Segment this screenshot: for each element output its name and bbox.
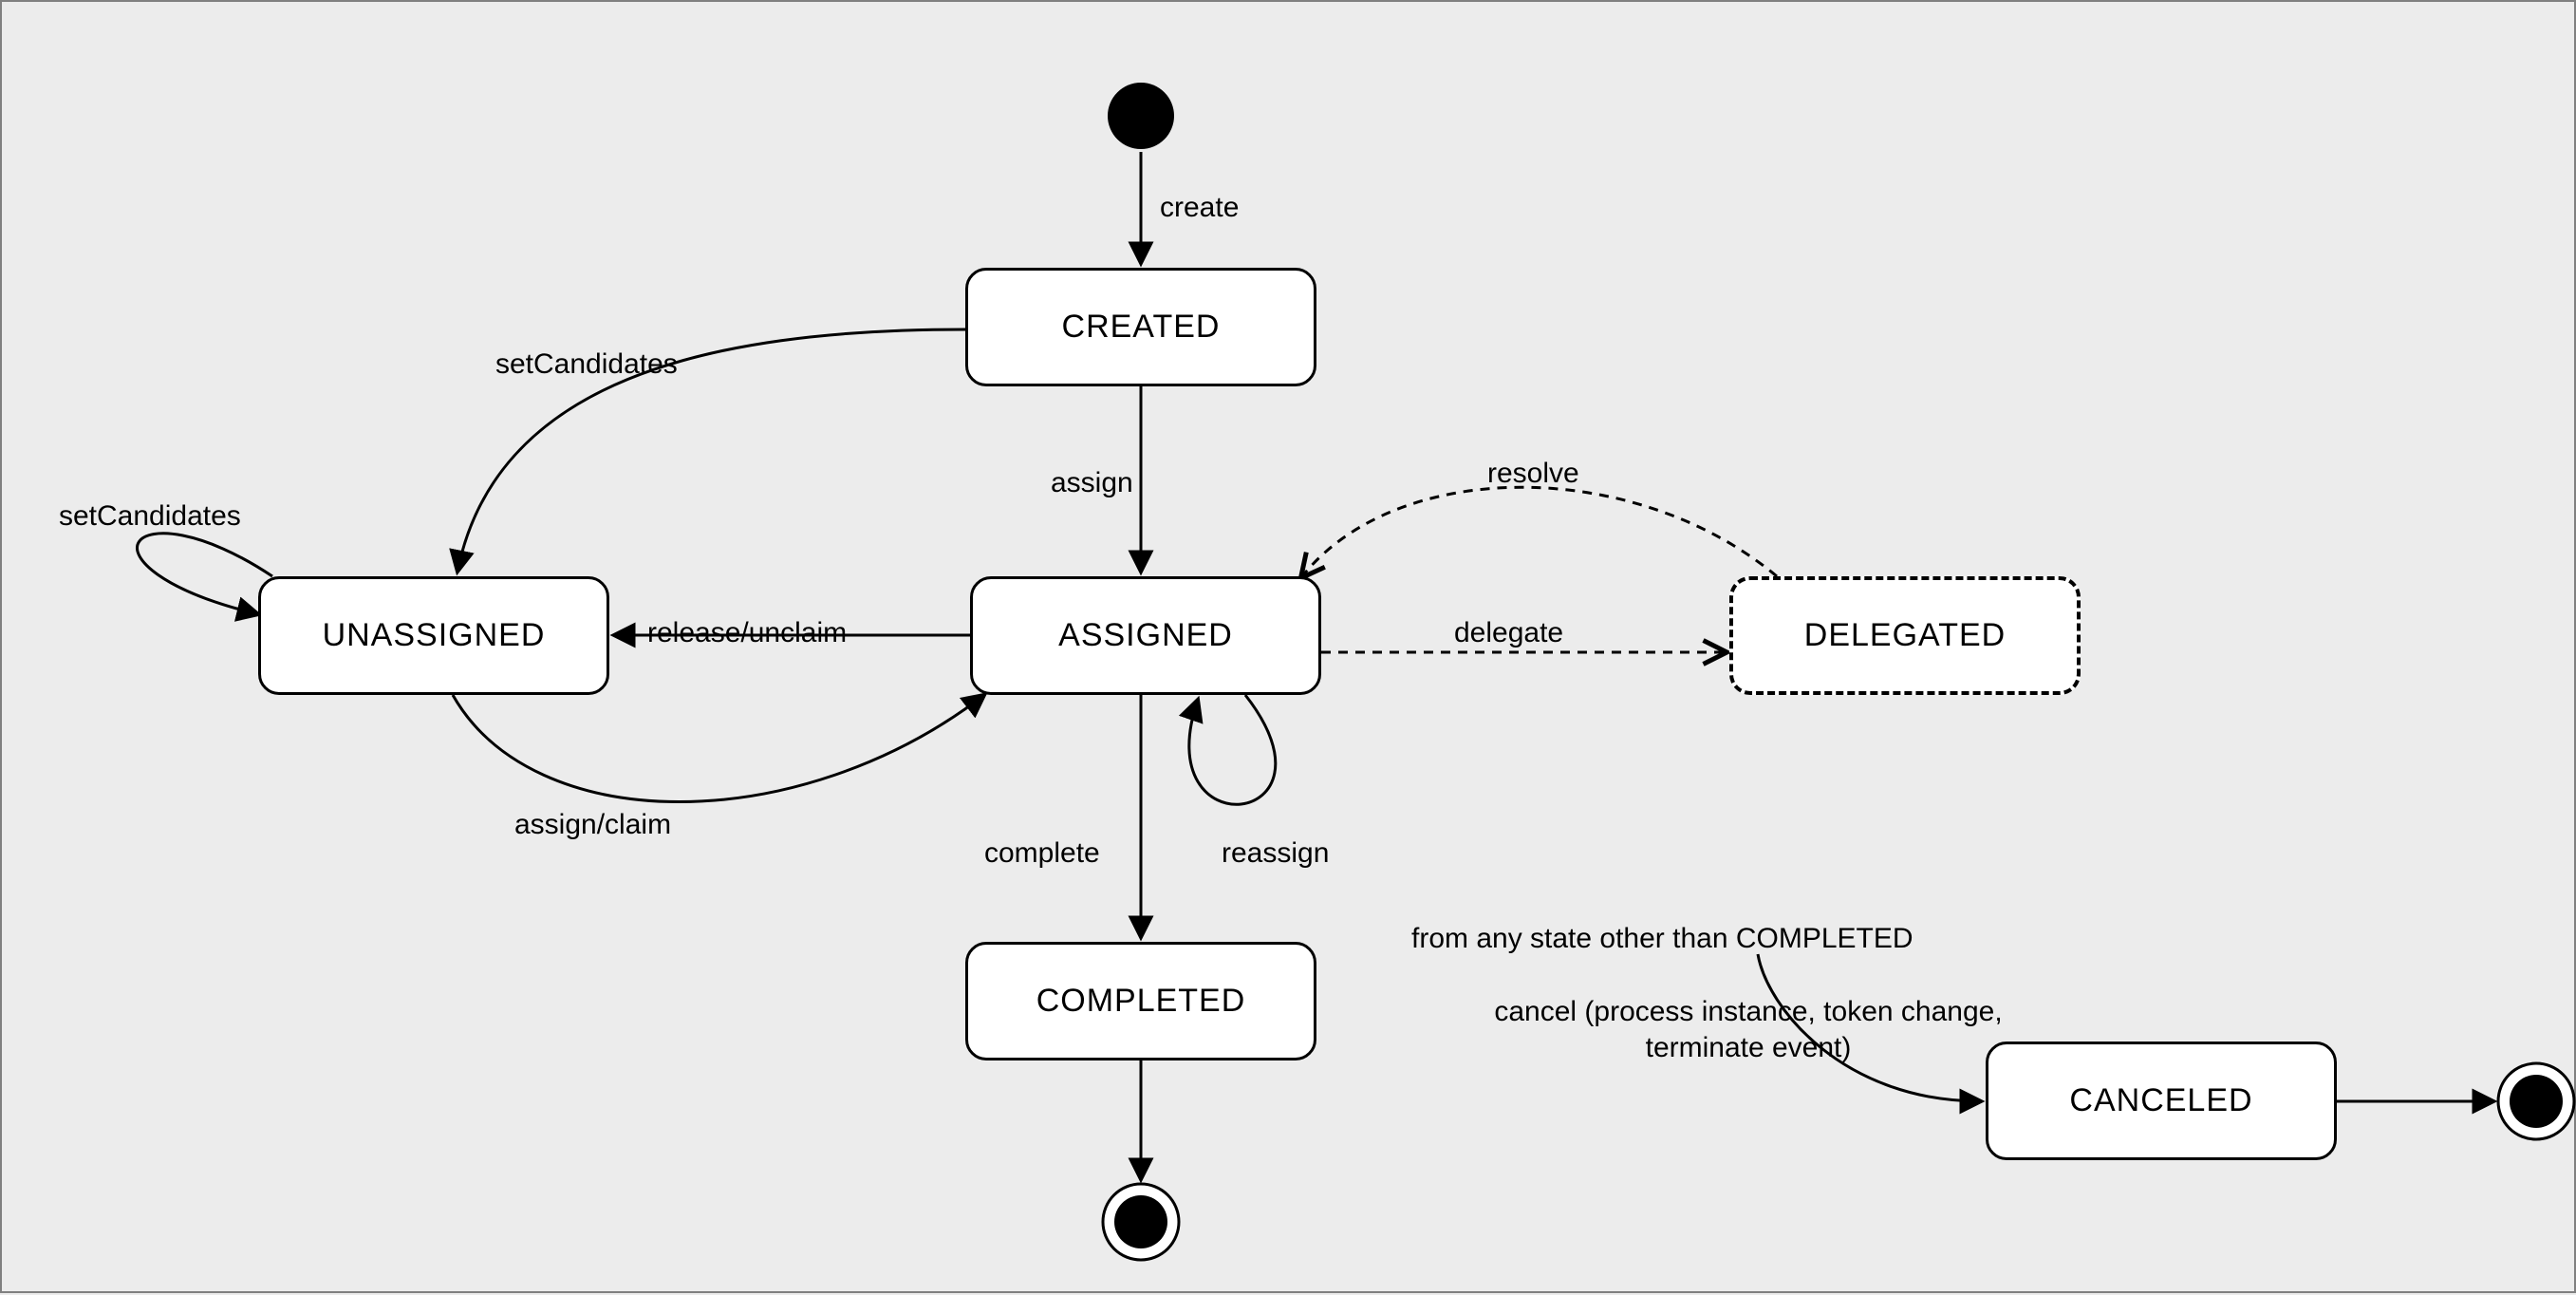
- state-assigned-label: ASSIGNED: [1058, 617, 1233, 654]
- state-canceled: CANCELED: [1986, 1042, 2337, 1160]
- edge-setcandidates-self: [138, 534, 272, 614]
- final-node-completed-inner: [1114, 1195, 1167, 1248]
- label-setcandidates-created: setCandidates: [495, 348, 678, 381]
- label-complete: complete: [984, 837, 1100, 870]
- state-completed-label: COMPLETED: [1036, 983, 1246, 1020]
- label-assign: assign: [1051, 467, 1133, 499]
- label-assign-claim: assign/claim: [514, 809, 671, 841]
- state-diagram: CREATED UNASSIGNED ASSIGNED DELEGATED CO…: [0, 0, 2576, 1293]
- label-setcandidates-self: setCandidates: [59, 500, 241, 533]
- label-resolve: resolve: [1487, 458, 1579, 490]
- label-cancel-note2: cancel (process instance, token change,t…: [1464, 994, 2033, 1065]
- edge-assign-claim: [453, 695, 984, 802]
- label-reassign: reassign: [1222, 837, 1329, 870]
- state-delegated: DELEGATED: [1729, 576, 2081, 695]
- edge-resolve: [1302, 487, 1777, 576]
- state-unassigned-label: UNASSIGNED: [323, 617, 546, 654]
- label-create: create: [1160, 192, 1239, 224]
- state-completed: COMPLETED: [965, 942, 1316, 1060]
- edge-reassign: [1189, 695, 1276, 804]
- state-delegated-label: DELEGATED: [1804, 617, 2006, 654]
- label-cancel-note1: from any state other than COMPLETED: [1411, 923, 1913, 955]
- label-release: release/unclaim: [647, 617, 847, 649]
- final-node-canceled-inner: [2510, 1075, 2563, 1128]
- label-delegate: delegate: [1454, 617, 1563, 649]
- state-assigned: ASSIGNED: [970, 576, 1321, 695]
- initial-node: [1108, 83, 1174, 149]
- state-created: CREATED: [965, 268, 1316, 386]
- state-canceled-label: CANCELED: [2069, 1082, 2252, 1119]
- state-unassigned: UNASSIGNED: [258, 576, 609, 695]
- state-created-label: CREATED: [1062, 309, 1221, 346]
